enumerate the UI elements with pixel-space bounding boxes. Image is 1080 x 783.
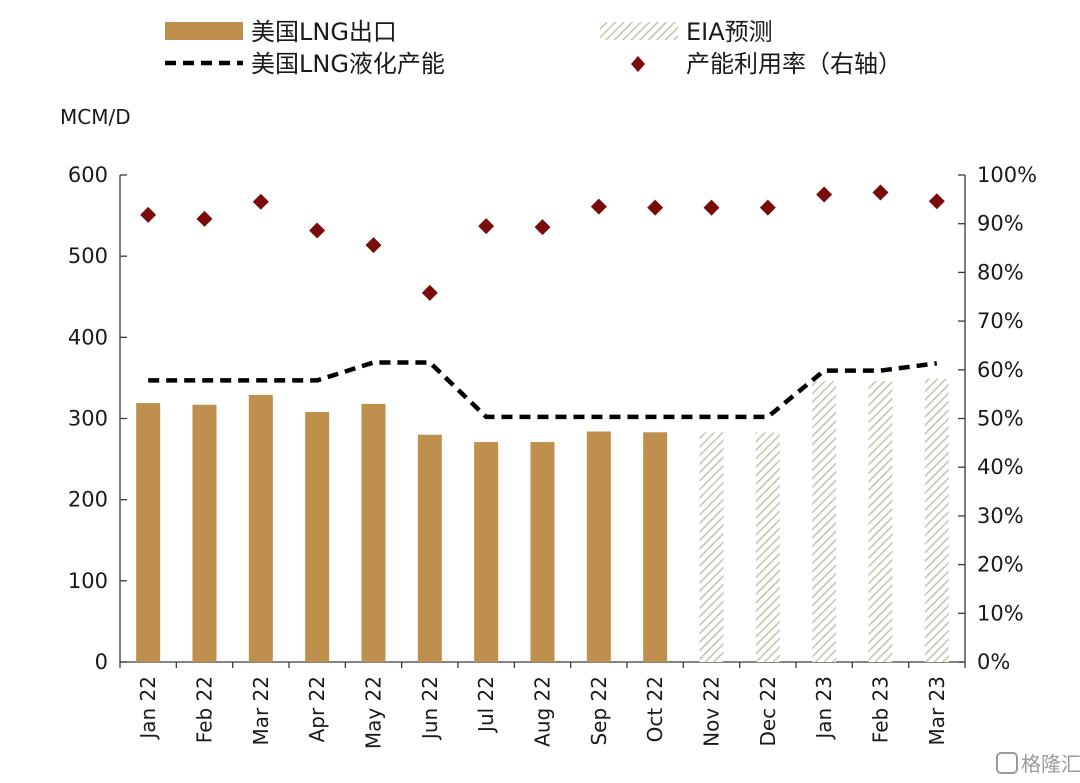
utilization-marker (872, 184, 889, 201)
watermark-logo-icon (996, 752, 1018, 774)
export-bar (361, 403, 386, 662)
forecast-bar (924, 378, 949, 662)
legend-swatch-exports (165, 22, 243, 40)
utilization-marker (759, 199, 776, 216)
utilization-marker (703, 199, 720, 216)
utilization-marker (590, 198, 607, 215)
watermark: 格隆汇 (996, 752, 1080, 776)
x-tick-label: Mar 22 (249, 676, 273, 746)
left-tick-label: 400 (68, 325, 108, 349)
legend-label-forecast: EIA预测 (686, 18, 773, 46)
right-tick-label: 80% (977, 260, 1024, 284)
right-tick-label: 20% (977, 553, 1024, 577)
left-axis-ticks: 0 100 200 300 400 500 600 (68, 163, 127, 674)
bars (136, 378, 949, 662)
left-tick-label: 100 (68, 569, 108, 593)
utilization-marker (534, 219, 551, 236)
legend-label-utilization: 产能利用率（右轴） (686, 50, 902, 78)
utilization-marker (928, 193, 945, 210)
right-tick-label: 30% (977, 504, 1024, 528)
forecast-bar (699, 432, 724, 662)
x-tick-label: Oct 22 (643, 676, 667, 742)
export-bar (305, 412, 330, 662)
utilization-markers (140, 184, 945, 301)
left-tick-label: 0 (95, 650, 108, 674)
export-bar (586, 431, 611, 662)
utilization-marker (309, 222, 326, 239)
x-tick-label: Jan 23 (812, 676, 836, 741)
export-bar (417, 434, 442, 662)
right-tick-label: 0% (977, 650, 1010, 674)
left-tick-label: 600 (68, 163, 108, 187)
forecast-bar (755, 432, 780, 662)
legend: 美国LNG出口 EIA预测 美国LNG液化产能 产能利用率（右轴） (165, 18, 902, 78)
utilization-marker (421, 284, 438, 301)
right-tick-label: 40% (977, 455, 1024, 479)
right-tick-label: 90% (977, 212, 1024, 236)
utilization-marker (365, 237, 382, 254)
right-axis-ticks: 0% 10% 20% 30% 40% 50% 60% 70% 80% 90% 100% (958, 163, 1037, 674)
capacity-line (148, 360, 938, 420)
right-tick-label: 60% (977, 358, 1024, 382)
legend-label-capacity: 美国LNG液化产能 (251, 50, 445, 78)
right-tick-label: 100% (977, 163, 1037, 187)
x-tick-label: Jul 22 (474, 676, 498, 734)
forecast-bar (868, 381, 893, 662)
left-tick-label: 200 (68, 488, 108, 512)
forecast-bar (812, 381, 837, 662)
y-axis-unit: MCM/D (60, 105, 131, 129)
legend-swatch-utilization (631, 56, 645, 72)
export-bar (192, 404, 217, 662)
x-tick-label: Sep 22 (587, 676, 611, 746)
export-bar (643, 432, 668, 662)
right-tick-label: 50% (977, 407, 1024, 431)
utilization-marker (647, 199, 664, 216)
utilization-marker (196, 210, 213, 227)
x-tick-label: Aug 22 (531, 676, 555, 747)
right-tick-label: 70% (977, 309, 1024, 333)
utilization-marker (478, 218, 495, 235)
right-tick-label: 10% (977, 601, 1024, 625)
legend-label-exports: 美国LNG出口 (251, 18, 397, 46)
export-bar (474, 442, 499, 662)
x-tick-label: Nov 22 (700, 676, 724, 747)
x-tick-label: Jan 22 (136, 676, 160, 741)
utilization-marker (816, 186, 833, 203)
x-tick-label: Apr 22 (305, 676, 329, 742)
x-tick-label: May 22 (362, 676, 386, 749)
x-axis-labels: Jan 22 Feb 22 Mar 22 Apr 22 May 22 Jun 22 Jul … (119, 662, 966, 749)
x-tick-label: Jun 22 (418, 676, 442, 741)
export-bar (136, 403, 161, 662)
export-bar (530, 442, 555, 662)
utilization-marker (140, 206, 157, 223)
left-tick-label: 500 (68, 244, 108, 268)
x-tick-label: Feb 22 (193, 676, 217, 743)
x-tick-label: Feb 23 (869, 676, 893, 743)
legend-swatch-forecast (600, 22, 678, 40)
utilization-marker (252, 193, 269, 210)
watermark-text: 格隆汇 (1021, 752, 1080, 776)
x-tick-label: Dec 22 (756, 676, 780, 747)
x-tick-label: Mar 23 (925, 676, 949, 746)
left-tick-label: 300 (68, 407, 108, 431)
export-bar (248, 394, 273, 662)
